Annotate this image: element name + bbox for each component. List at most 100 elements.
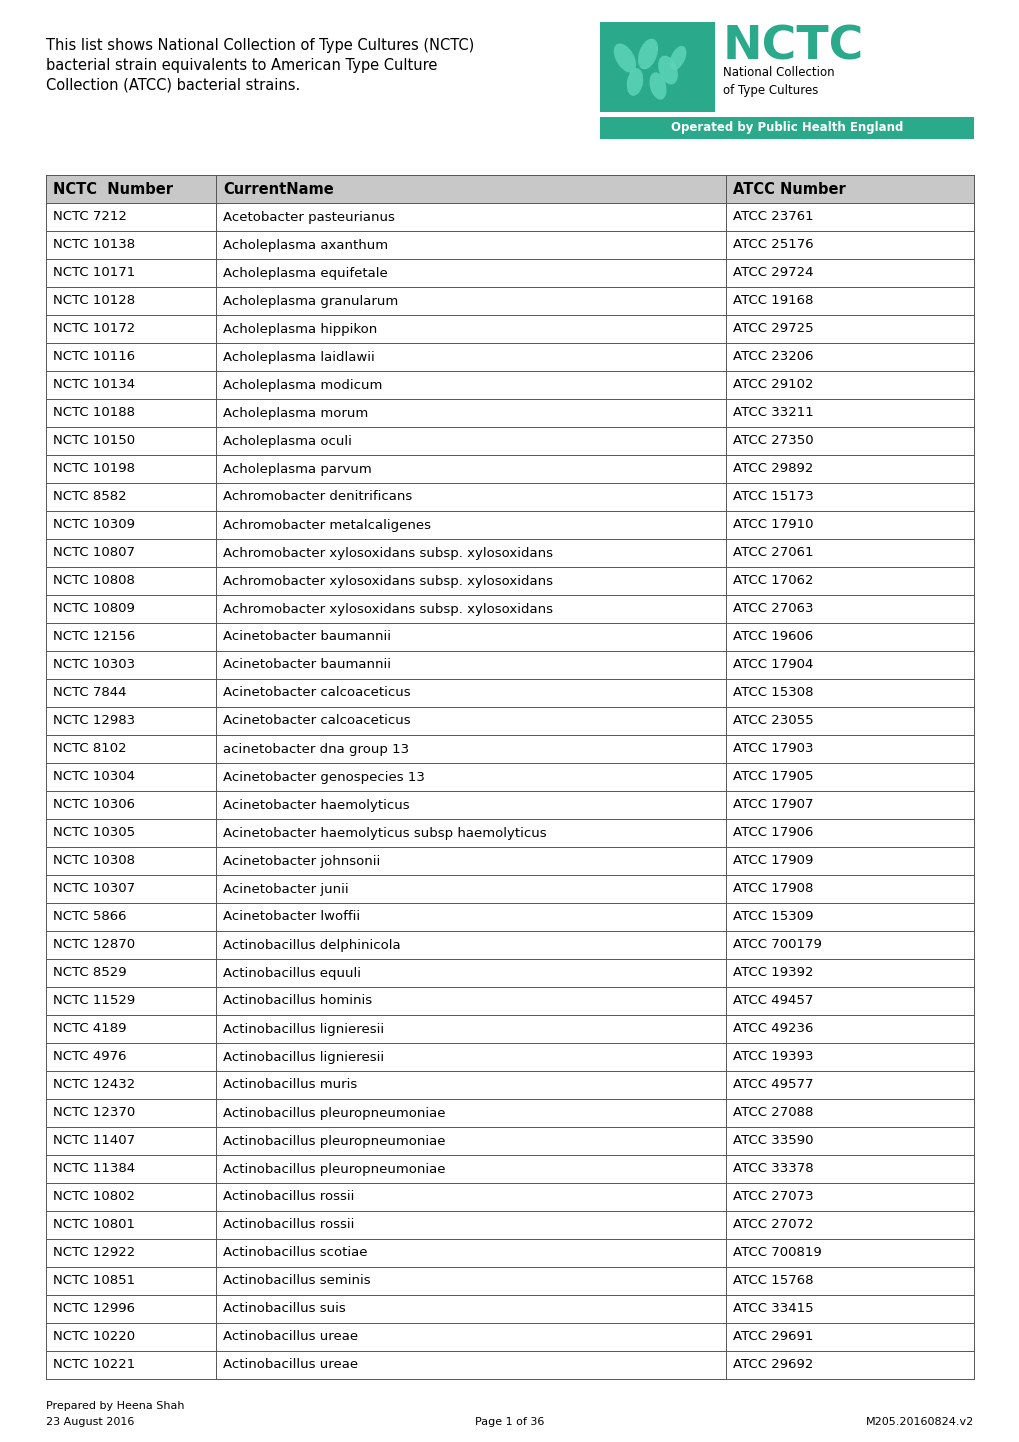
Bar bbox=[599, 22, 714, 112]
Ellipse shape bbox=[649, 72, 665, 99]
Text: ATCC 17907: ATCC 17907 bbox=[733, 799, 813, 812]
Text: ATCC 27072: ATCC 27072 bbox=[733, 1218, 813, 1231]
Text: NCTC 10220: NCTC 10220 bbox=[53, 1331, 135, 1344]
Bar bbox=[46, 1155, 973, 1182]
Bar bbox=[46, 792, 973, 819]
Text: Actinobacillus hominis: Actinobacillus hominis bbox=[223, 995, 372, 1008]
Text: ATCC 29724: ATCC 29724 bbox=[733, 267, 813, 280]
Text: ATCC 49236: ATCC 49236 bbox=[733, 1022, 812, 1035]
Text: ATCC 15768: ATCC 15768 bbox=[733, 1275, 813, 1288]
Text: Acinetobacter calcoaceticus: Acinetobacter calcoaceticus bbox=[223, 686, 411, 699]
Text: NCTC 4976: NCTC 4976 bbox=[53, 1051, 126, 1064]
Text: NCTC 12922: NCTC 12922 bbox=[53, 1246, 136, 1259]
Bar bbox=[46, 343, 973, 371]
Text: Actinobacillus equuli: Actinobacillus equuli bbox=[223, 966, 361, 979]
Bar bbox=[46, 1239, 973, 1268]
Text: Achromobacter metalcaligenes: Achromobacter metalcaligenes bbox=[223, 519, 431, 532]
Text: National Collection
of Type Cultures: National Collection of Type Cultures bbox=[722, 66, 834, 97]
Text: Actinobacillus delphinicola: Actinobacillus delphinicola bbox=[223, 939, 400, 952]
Text: NCTC 12156: NCTC 12156 bbox=[53, 630, 136, 643]
Text: This list shows National Collection of Type Cultures (NCTC): This list shows National Collection of T… bbox=[46, 37, 474, 53]
Ellipse shape bbox=[668, 46, 686, 71]
Text: Actinobacillus seminis: Actinobacillus seminis bbox=[223, 1275, 370, 1288]
Text: NCTC 10809: NCTC 10809 bbox=[53, 603, 135, 616]
Text: NCTC 12432: NCTC 12432 bbox=[53, 1079, 136, 1092]
Text: NCTC 8529: NCTC 8529 bbox=[53, 966, 126, 979]
Text: NCTC 10171: NCTC 10171 bbox=[53, 267, 136, 280]
Text: ATCC 27088: ATCC 27088 bbox=[733, 1106, 812, 1119]
Text: ATCC 27063: ATCC 27063 bbox=[733, 603, 813, 616]
Text: NCTC 12870: NCTC 12870 bbox=[53, 939, 135, 952]
Text: NCTC 10188: NCTC 10188 bbox=[53, 407, 135, 420]
Bar bbox=[46, 707, 973, 735]
Text: ATCC 23055: ATCC 23055 bbox=[733, 714, 813, 728]
Text: ATCC 25176: ATCC 25176 bbox=[733, 238, 813, 251]
Text: Acholeplasma parvum: Acholeplasma parvum bbox=[223, 463, 371, 476]
Text: Actinobacillus scotiae: Actinobacillus scotiae bbox=[223, 1246, 367, 1259]
Text: NCTC 7212: NCTC 7212 bbox=[53, 211, 126, 224]
Text: ATCC 33378: ATCC 33378 bbox=[733, 1162, 813, 1175]
Text: ATCC 19168: ATCC 19168 bbox=[733, 294, 812, 307]
Bar bbox=[46, 567, 973, 596]
Text: NCTC 10807: NCTC 10807 bbox=[53, 547, 135, 559]
Text: ATCC 19392: ATCC 19392 bbox=[733, 966, 813, 979]
Text: ATCC 15173: ATCC 15173 bbox=[733, 490, 813, 503]
Text: NCTC 7844: NCTC 7844 bbox=[53, 686, 126, 699]
Text: NCTC: NCTC bbox=[722, 25, 863, 69]
Text: NCTC 10221: NCTC 10221 bbox=[53, 1358, 136, 1371]
Text: CurrentName: CurrentName bbox=[223, 182, 333, 196]
Text: ATCC 49457: ATCC 49457 bbox=[733, 995, 812, 1008]
Bar bbox=[46, 735, 973, 763]
Text: NCTC 5866: NCTC 5866 bbox=[53, 910, 126, 923]
Text: Actinobacillus pleuropneumoniae: Actinobacillus pleuropneumoniae bbox=[223, 1135, 445, 1148]
Text: Actinobacillus pleuropneumoniae: Actinobacillus pleuropneumoniae bbox=[223, 1106, 445, 1119]
Text: NCTC 10305: NCTC 10305 bbox=[53, 826, 135, 839]
Text: Acinetobacter lwoffii: Acinetobacter lwoffii bbox=[223, 910, 360, 923]
Bar bbox=[46, 260, 973, 287]
Text: NCTC 10303: NCTC 10303 bbox=[53, 659, 135, 672]
Text: Acinetobacter haemolyticus subsp haemolyticus: Acinetobacter haemolyticus subsp haemoly… bbox=[223, 826, 546, 839]
Bar bbox=[46, 399, 973, 427]
Bar bbox=[46, 483, 973, 510]
Text: ATCC 19606: ATCC 19606 bbox=[733, 630, 812, 643]
Bar bbox=[46, 1128, 973, 1155]
Bar bbox=[46, 1322, 973, 1351]
Text: ATCC 49577: ATCC 49577 bbox=[733, 1079, 813, 1092]
Text: ATCC 19393: ATCC 19393 bbox=[733, 1051, 813, 1064]
Text: Actinobacillus rossii: Actinobacillus rossii bbox=[223, 1218, 354, 1231]
Text: NCTC 10304: NCTC 10304 bbox=[53, 770, 135, 783]
Ellipse shape bbox=[657, 56, 678, 85]
Text: NCTC 10802: NCTC 10802 bbox=[53, 1191, 135, 1204]
Text: Operated by Public Health England: Operated by Public Health England bbox=[671, 121, 902, 134]
Text: Acholeplasma oculi: Acholeplasma oculi bbox=[223, 434, 352, 447]
Bar bbox=[46, 875, 973, 903]
Text: NCTC 10308: NCTC 10308 bbox=[53, 855, 135, 868]
Text: ATCC 23206: ATCC 23206 bbox=[733, 350, 813, 363]
Text: Acinetobacter junii: Acinetobacter junii bbox=[223, 883, 348, 895]
Text: ATCC 29725: ATCC 29725 bbox=[733, 323, 813, 336]
Text: Acholeplasma laidlawii: Acholeplasma laidlawii bbox=[223, 350, 374, 363]
Text: acinetobacter dna group 13: acinetobacter dna group 13 bbox=[223, 743, 409, 756]
Bar bbox=[46, 1015, 973, 1043]
Text: NCTC 10306: NCTC 10306 bbox=[53, 799, 135, 812]
Ellipse shape bbox=[626, 68, 643, 95]
Text: Achromobacter xylosoxidans subsp. xylosoxidans: Achromobacter xylosoxidans subsp. xyloso… bbox=[223, 603, 552, 616]
Text: Acholeplasma modicum: Acholeplasma modicum bbox=[223, 378, 382, 391]
Bar bbox=[46, 1071, 973, 1099]
Text: NCTC 10128: NCTC 10128 bbox=[53, 294, 135, 307]
Bar bbox=[46, 510, 973, 539]
Text: Actinobacillus ureae: Actinobacillus ureae bbox=[223, 1331, 358, 1344]
Text: NCTC 11407: NCTC 11407 bbox=[53, 1135, 135, 1148]
Text: Acholeplasma equifetale: Acholeplasma equifetale bbox=[223, 267, 387, 280]
Text: Acinetobacter baumannii: Acinetobacter baumannii bbox=[223, 659, 390, 672]
Text: NCTC 12370: NCTC 12370 bbox=[53, 1106, 136, 1119]
Text: ATCC 27061: ATCC 27061 bbox=[733, 547, 813, 559]
Text: ATCC 17908: ATCC 17908 bbox=[733, 883, 812, 895]
Bar bbox=[46, 231, 973, 260]
Bar bbox=[46, 371, 973, 399]
Text: Prepared by Heena Shah: Prepared by Heena Shah bbox=[46, 1402, 184, 1412]
Text: Acinetobacter haemolyticus: Acinetobacter haemolyticus bbox=[223, 799, 410, 812]
Text: Actinobacillus rossii: Actinobacillus rossii bbox=[223, 1191, 354, 1204]
Bar bbox=[46, 763, 973, 792]
Ellipse shape bbox=[637, 39, 657, 69]
